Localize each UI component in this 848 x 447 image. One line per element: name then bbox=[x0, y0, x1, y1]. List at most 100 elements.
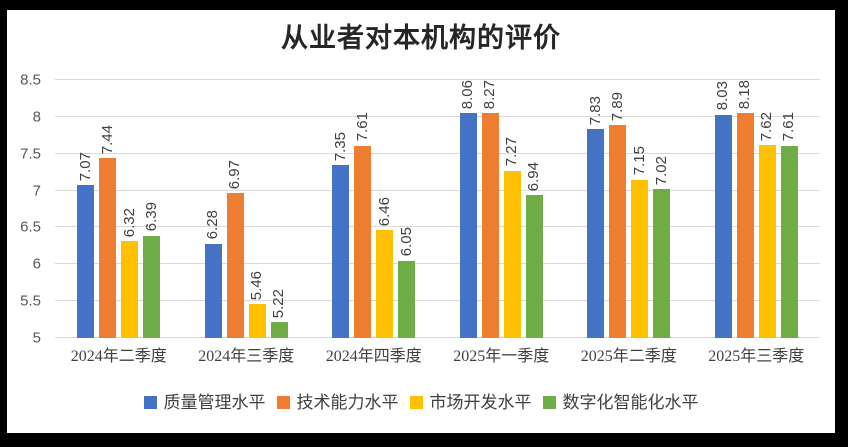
bar-value-label: 7.02 bbox=[652, 155, 670, 186]
bar bbox=[121, 240, 139, 338]
chart-title: 从业者对本机构的评价 bbox=[281, 23, 561, 53]
y-axis: 8.5 8 7.5 7 6.5 6 5.5 5 bbox=[7, 73, 41, 346]
bar-group: 8.06 8.27 7.27 6.94 bbox=[438, 80, 566, 338]
legend-swatch-icon bbox=[276, 396, 290, 409]
bar-value-label: 7.35 bbox=[331, 131, 349, 161]
bar bbox=[587, 129, 605, 338]
bar-value-label: 7.61 bbox=[353, 112, 371, 142]
bar-value-label: 7.61 bbox=[780, 112, 797, 142]
bar bbox=[714, 114, 732, 338]
bar-cell: 6.28 bbox=[204, 80, 222, 338]
bar-value-label: 8.03 bbox=[714, 81, 731, 111]
bar bbox=[99, 158, 117, 338]
bar-value-label: 6.28 bbox=[204, 210, 221, 240]
bar-value-label: 8.27 bbox=[481, 80, 498, 110]
bar-cell: 6.97 bbox=[226, 80, 244, 338]
bar-cell: 5.22 bbox=[270, 80, 288, 338]
bar-group: 7.83 7.89 7.15 7.02 bbox=[565, 80, 693, 338]
bar-cell: 8.27 bbox=[481, 80, 499, 338]
bar-value-label: 7.83 bbox=[586, 96, 604, 126]
y-tick-label: 5.5 bbox=[20, 292, 41, 310]
x-category-label: 2025年二季度 bbox=[580, 348, 677, 365]
bar-cell: 6.32 bbox=[120, 80, 139, 338]
plot-area: 7.07 7.44 6.32 6.39 6.28 6.97 5.46 5.22 7.35 7.61… bbox=[55, 79, 820, 338]
gridline bbox=[55, 79, 820, 80]
bar-value-label: 6.97 bbox=[226, 159, 243, 189]
legend-label: 数字化智能化水平 bbox=[562, 393, 699, 412]
x-category-label: 2024年四季度 bbox=[325, 348, 422, 365]
legend-label: 技术能力水平 bbox=[296, 393, 399, 412]
bar-cell: 6.39 bbox=[142, 80, 161, 338]
legend-item: 市场开发水平 bbox=[409, 394, 532, 411]
bar-value-label: 7.89 bbox=[608, 91, 626, 121]
x-category-label: 2024年二季度 bbox=[70, 348, 167, 365]
gridline bbox=[55, 337, 820, 338]
bar-value-label: 6.39 bbox=[142, 202, 160, 232]
bar-cell: 7.89 bbox=[608, 80, 627, 338]
legend-swatch-icon bbox=[143, 396, 157, 409]
y-tick-label: 7 bbox=[32, 182, 41, 200]
bar-cell: 7.07 bbox=[76, 80, 95, 338]
bar bbox=[143, 235, 161, 338]
bar-value-label: 7.15 bbox=[630, 146, 648, 176]
bar-cell: 7.27 bbox=[503, 80, 521, 338]
bar-cell: 6.05 bbox=[397, 80, 416, 338]
bar-value-label: 7.27 bbox=[503, 137, 520, 167]
x-category-label: 2025年三季度 bbox=[708, 348, 805, 365]
bar-cell: 7.44 bbox=[99, 80, 117, 338]
y-tick-label: 8 bbox=[32, 108, 41, 126]
bar-cell: 7.62 bbox=[758, 80, 776, 338]
bar-groups-layer: 7.07 7.44 6.32 6.39 6.28 6.97 5.46 5.22 7.35 7.61… bbox=[55, 80, 820, 338]
x-axis: 2024年二季度 2024年三季度 2024年四季度 2025年一季度 2025年二季度… bbox=[55, 346, 820, 368]
gridline bbox=[55, 189, 820, 191]
bar-cell: 8.18 bbox=[736, 80, 754, 338]
bar-value-label: 6.05 bbox=[397, 227, 415, 257]
bar bbox=[525, 195, 543, 338]
legend: 质量管理水平 技术能力水平 市场开发水平 数字化智能化水平 bbox=[7, 394, 835, 411]
legend-label: 质量管理水平 bbox=[163, 393, 266, 412]
bar bbox=[631, 179, 649, 338]
chart-panel: 从业者对本机构的评价 8.5 8 7.5 7 6.5 6 5.5 5 7.07 7.44 6.32… bbox=[7, 10, 835, 433]
gridline bbox=[55, 226, 820, 228]
y-tick-label: 8.5 bbox=[20, 71, 41, 89]
bar-cell: 7.02 bbox=[652, 80, 671, 338]
y-tick-label: 7.5 bbox=[20, 145, 41, 163]
legend-item: 技术能力水平 bbox=[276, 393, 399, 412]
bar-value-label: 6.94 bbox=[525, 161, 542, 191]
bar bbox=[736, 113, 754, 338]
bar bbox=[653, 189, 671, 338]
gridline bbox=[55, 263, 820, 265]
bar-cell: 6.46 bbox=[375, 80, 394, 338]
bar-value-label: 7.07 bbox=[76, 152, 94, 182]
x-category-label: 2025年一季度 bbox=[453, 348, 550, 365]
legend-item: 数字化智能化水平 bbox=[542, 393, 699, 412]
bar bbox=[77, 185, 95, 338]
bar bbox=[758, 144, 776, 338]
bar-cell: 7.35 bbox=[331, 80, 350, 338]
gridline bbox=[55, 115, 820, 117]
bar-cell: 6.94 bbox=[525, 80, 543, 338]
y-tick-label: 6.5 bbox=[20, 218, 41, 236]
bar bbox=[332, 164, 350, 338]
legend-swatch-icon bbox=[409, 396, 423, 409]
bar-value-label: 5.46 bbox=[248, 270, 265, 301]
bar bbox=[481, 113, 499, 338]
bar-value-label: 7.62 bbox=[758, 111, 775, 141]
bar-group: 7.07 7.44 6.32 6.39 bbox=[55, 80, 183, 338]
bar bbox=[204, 243, 222, 338]
bar-cell: 5.46 bbox=[248, 80, 266, 338]
bar-value-label: 8.06 bbox=[459, 80, 476, 110]
bar-value-label: 6.32 bbox=[120, 207, 138, 237]
legend-swatch-icon bbox=[542, 396, 556, 409]
bar bbox=[226, 192, 244, 338]
bar-group: 7.35 7.61 6.46 6.05 bbox=[310, 80, 438, 338]
gridline bbox=[55, 152, 820, 154]
bar-cell: 7.83 bbox=[586, 80, 605, 338]
bar bbox=[609, 124, 627, 338]
bar-cell: 7.61 bbox=[353, 80, 372, 338]
bar-cell: 8.03 bbox=[714, 80, 732, 338]
bar-value-label: 5.22 bbox=[270, 288, 287, 318]
bar bbox=[459, 113, 477, 338]
legend-item: 质量管理水平 bbox=[143, 393, 266, 412]
bar-value-label: 6.46 bbox=[375, 197, 393, 227]
